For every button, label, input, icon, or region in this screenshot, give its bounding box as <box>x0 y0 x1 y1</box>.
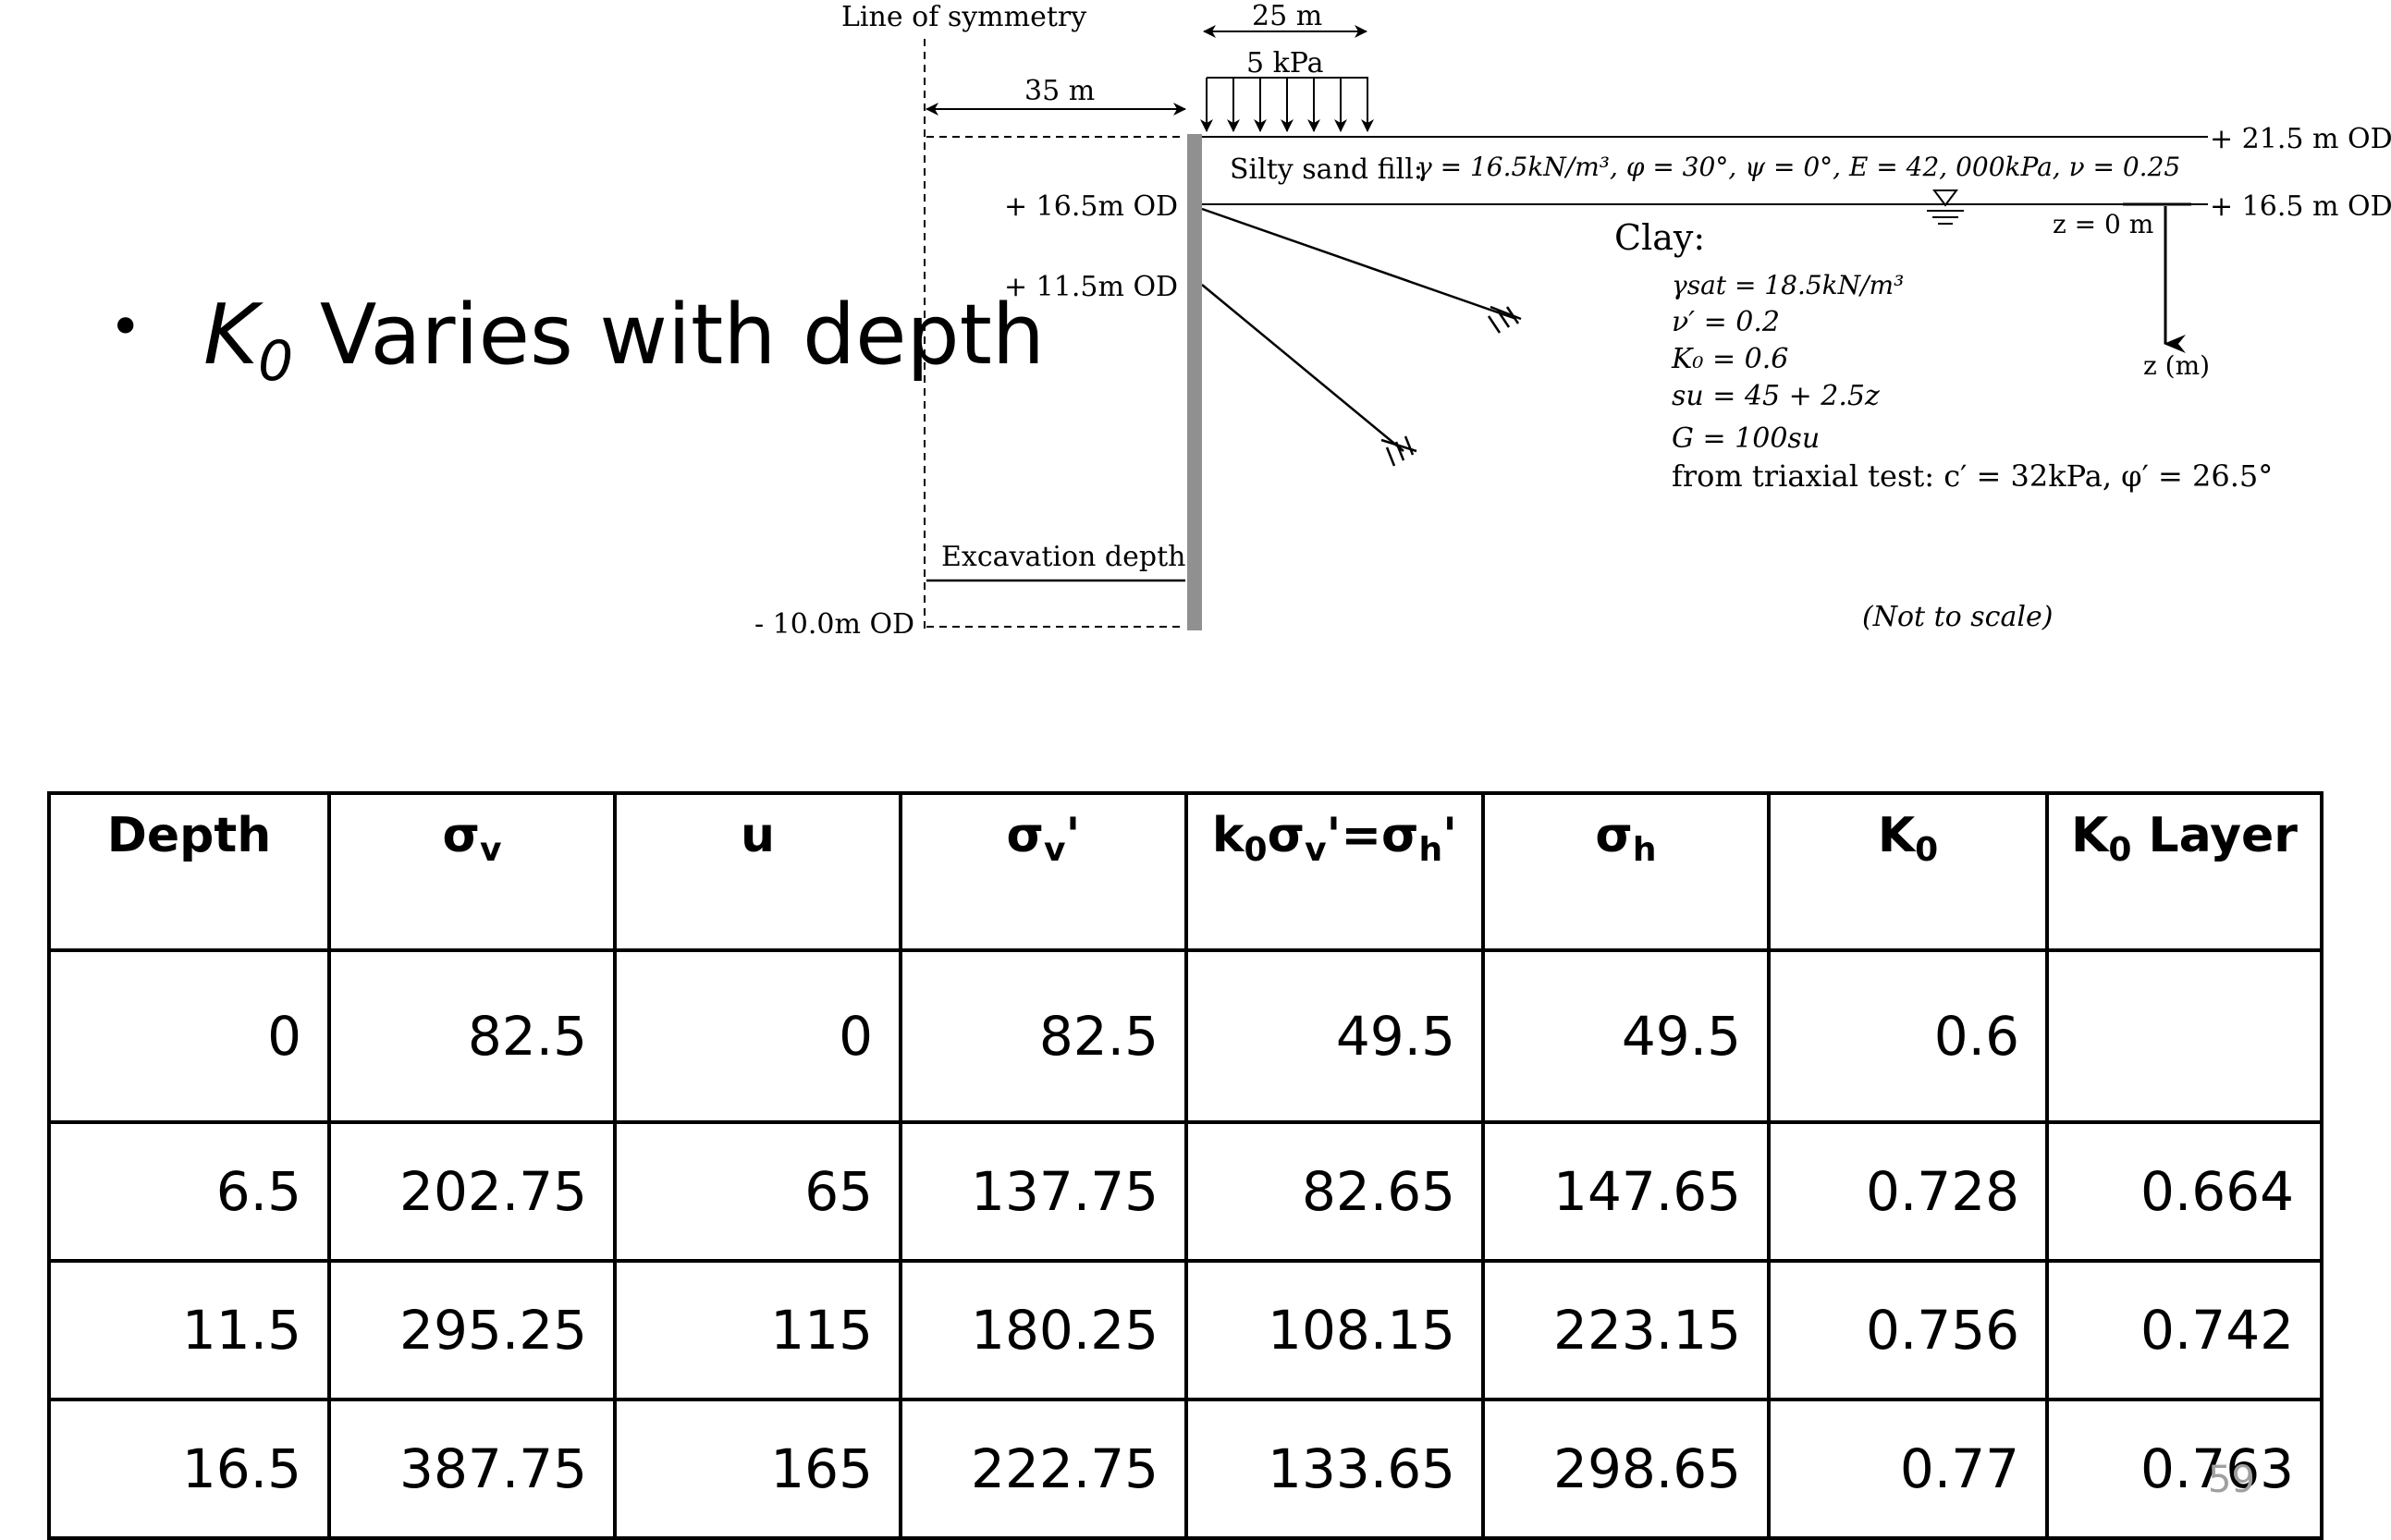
table-row: 0 82.5 0 82.5 49.5 49.5 0.6 <box>47 948 2324 1124</box>
cell-sigma-h-eff: 108.15 <box>1184 1259 1485 1401</box>
anchor1-level-label: + 16.5m OD <box>1004 190 1178 223</box>
base-level-label: - 10.0m OD <box>754 608 914 641</box>
surcharge-load-label: 5 kPa <box>1246 47 1324 79</box>
cell-k0-layer: 0.742 <box>2045 1259 2324 1401</box>
cell-depth: 11.5 <box>47 1259 331 1401</box>
fill-properties: γ = 16.5kN/m³, φ = 30°, ψ = 0°, E = 42, … <box>1416 152 2180 182</box>
table-row: 11.5 295.25 115 180.25 108.15 223.15 0.7… <box>47 1259 2324 1401</box>
cell-sigma-v-eff: 180.25 <box>899 1259 1188 1401</box>
cell-k0-layer: 0.664 <box>2045 1120 2324 1263</box>
level-water-label: + 16.5 m OD <box>2210 190 2391 223</box>
cell-sigma-v-eff: 137.75 <box>899 1120 1188 1263</box>
cell-sigma-h: 49.5 <box>1481 948 1771 1124</box>
header-k0-layer: K0 Layer <box>2045 791 2324 952</box>
anchor2-level-label: + 11.5m OD <box>1004 271 1178 303</box>
clay-undrained-strength: su = 45 + 2.5z <box>1672 380 1880 412</box>
k0-subscript: 0 <box>258 329 294 394</box>
cell-depth: 16.5 <box>47 1398 331 1540</box>
table-header-row: Depth σv u σv' k0σv'=σh' σh K0 K0 Layer <box>47 791 2324 952</box>
k0-depth-table: Depth σv u σv' k0σv'=σh' σh K0 K0 Layer … <box>47 791 2324 1540</box>
ground-anchor-lower <box>1201 284 1417 467</box>
cell-k0: 0.6 <box>1767 948 2049 1124</box>
header-k0-sigma: k0σv'=σh' <box>1184 791 1485 952</box>
cell-sigma-v: 387.75 <box>327 1398 617 1540</box>
cell-sigma-v-eff: 222.75 <box>899 1398 1188 1540</box>
cell-depth: 6.5 <box>47 1120 331 1263</box>
cell-sigma-v: 82.5 <box>327 948 617 1124</box>
header-sigma-v: σv <box>327 791 617 952</box>
cell-u: 115 <box>613 1259 902 1401</box>
cell-k0: 0.756 <box>1767 1259 2049 1401</box>
header-pore-pressure: u <box>613 791 902 952</box>
clay-shear-modulus: G = 100su <box>1672 422 1820 455</box>
cell-sigma-h-eff: 82.65 <box>1184 1120 1485 1263</box>
k0-symbol: K <box>203 287 259 384</box>
cell-u: 65 <box>613 1120 902 1263</box>
cell-sigma-v: 295.25 <box>327 1259 617 1401</box>
clay-triaxial-params: from triaxial test: c′ = 32kPa, φ′ = 26.… <box>1672 458 2273 494</box>
cell-sigma-v-eff: 82.5 <box>899 948 1188 1124</box>
z-axis-label: z (m) <box>2143 350 2210 381</box>
bullet-dot: • <box>109 295 142 360</box>
retaining-wall <box>1187 134 1202 630</box>
cell-sigma-h-eff: 133.65 <box>1184 1398 1485 1540</box>
clay-poisson-ratio: ν′ = 0.2 <box>1672 306 1780 338</box>
retaining-wall-diagram: Line of symmetry 35 m 25 m 5 kPa + 21.5 … <box>754 0 2391 641</box>
excavation-depth-label: Excavation depth <box>941 541 1185 573</box>
header-sigma-h: σh <box>1481 791 1771 952</box>
line-of-symmetry-label: Line of symmetry <box>841 1 1086 33</box>
clay-label: Clay: <box>1614 217 1705 258</box>
dimension-25m-label: 25 m <box>1252 0 1322 32</box>
cell-sigma-h-eff: 49.5 <box>1184 948 1485 1124</box>
clay-k0: K₀ = 0.6 <box>1671 343 1788 375</box>
dimension-35m-label: 35 m <box>1024 75 1095 107</box>
cell-u: 0 <box>613 948 902 1124</box>
cell-sigma-h: 147.65 <box>1481 1120 1771 1263</box>
ground-anchor-upper <box>1201 207 1522 334</box>
z-origin-label: z = 0 m <box>2053 209 2153 239</box>
surcharge-load-arrows <box>1200 77 1374 132</box>
cell-u: 165 <box>613 1398 902 1540</box>
cell-sigma-h: 223.15 <box>1481 1259 1771 1401</box>
table-row: 6.5 202.75 65 137.75 82.65 147.65 0.728 … <box>47 1120 2324 1263</box>
header-k0: K0 <box>1767 791 2049 952</box>
cell-k0: 0.77 <box>1767 1398 2049 1540</box>
table-row: 16.5 387.75 165 222.75 133.65 298.65 0.7… <box>47 1398 2324 1540</box>
header-depth: Depth <box>47 791 331 952</box>
clay-unit-weight: γsat = 18.5kN/m³ <box>1672 270 1904 300</box>
cell-depth: 0 <box>47 948 331 1124</box>
header-sigma-v-effective: σv' <box>899 791 1188 952</box>
water-table-icon <box>1927 189 1964 225</box>
not-to-scale-note: (Not to scale) <box>1862 601 2053 633</box>
cell-k0-layer: 0.763 <box>2045 1398 2324 1540</box>
cell-k0-layer <box>2045 948 2324 1124</box>
page-number: 59 <box>2208 1459 2255 1501</box>
cell-k0: 0.728 <box>1767 1120 2049 1263</box>
level-top-label: + 21.5 m OD <box>2210 123 2391 155</box>
cell-sigma-h: 298.65 <box>1481 1398 1771 1540</box>
cell-sigma-v: 202.75 <box>327 1120 617 1263</box>
fill-label: Silty sand fill: <box>1230 153 1423 186</box>
